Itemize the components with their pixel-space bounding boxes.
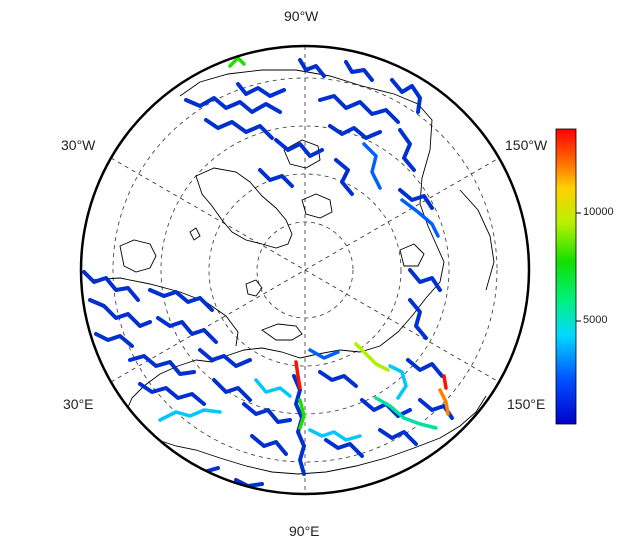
label-30w: 30°W — [61, 137, 96, 153]
graticule — [110, 46, 500, 494]
label-30e: 30°E — [63, 396, 94, 412]
coastlines — [89, 69, 495, 475]
label-90w: 90°W — [284, 8, 319, 24]
colorbar — [555, 128, 577, 425]
map-frame — [79, 44, 531, 496]
label-150w: 150°W — [505, 137, 548, 153]
label-90e: 90°E — [289, 523, 320, 539]
colorbar-label-10000: 10000 — [583, 206, 614, 218]
label-150e: 150°E — [507, 396, 546, 412]
colorbar-label-5000: 5000 — [583, 314, 608, 326]
